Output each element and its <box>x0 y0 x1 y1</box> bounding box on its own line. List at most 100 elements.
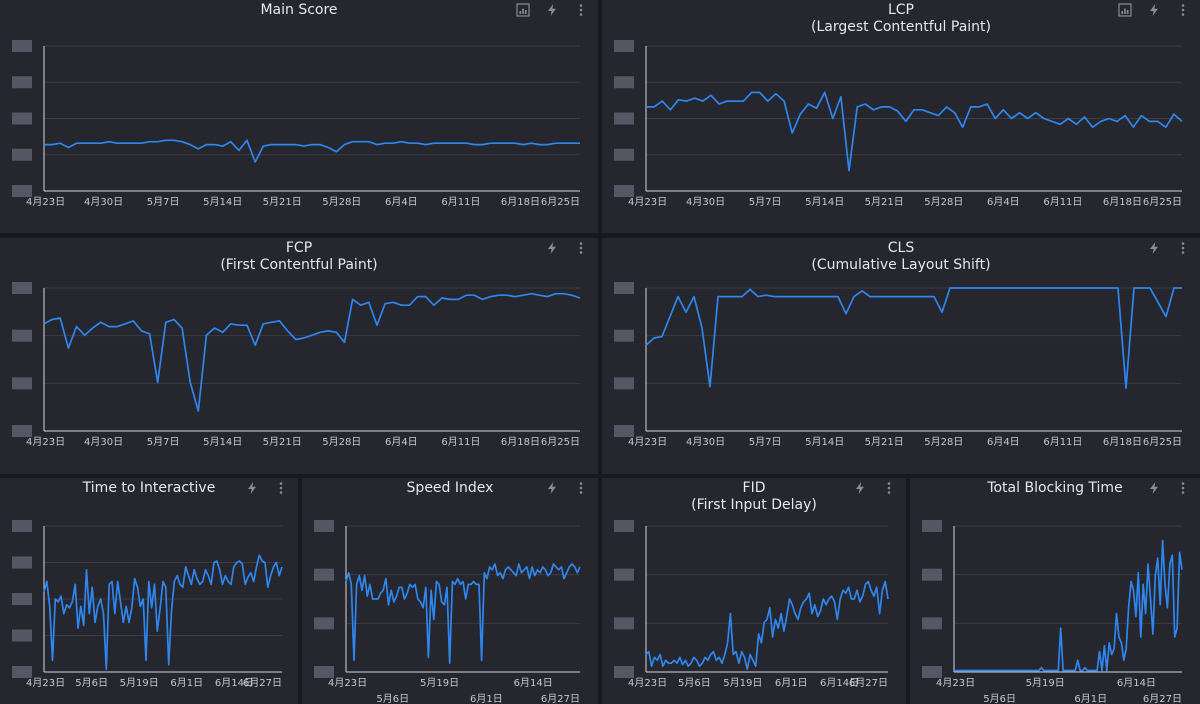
panel-actions <box>853 481 896 495</box>
y-tick-label-obscured <box>614 148 634 161</box>
series-line <box>646 91 1183 172</box>
x-tick-label: 6月14日 <box>514 677 553 689</box>
x-tick-label: 5月19日 <box>1026 677 1065 689</box>
y-tick-label-obscured <box>12 629 32 642</box>
lightning-icon[interactable] <box>545 481 559 495</box>
chart-icon[interactable] <box>1118 3 1132 17</box>
x-tick-label: 4月30日 <box>686 436 725 448</box>
x-tick-label: 5月28日 <box>322 196 361 208</box>
y-tick-label-obscured <box>922 666 942 678</box>
x-tick-label: 4月30日 <box>84 436 123 448</box>
y-tick-label-obscured <box>614 617 634 630</box>
chart-subtitle-text: (Cumulative Layout Shift) <box>811 257 991 273</box>
chart-title: FCP (First Contentful Paint) <box>0 240 598 274</box>
x-tick-label: 5月7日 <box>749 436 782 448</box>
x-tick-label: 4月30日 <box>84 196 123 208</box>
lightning-icon[interactable] <box>853 481 867 495</box>
x-tick-label: 5月14日 <box>203 436 242 448</box>
more-vertical-icon[interactable] <box>574 481 588 495</box>
series-line <box>954 539 1183 672</box>
chart-icon[interactable] <box>516 3 530 17</box>
chart-plot: 4月23日 5月6日 5月19日 6月1日 6月14日 6月27日 <box>922 520 1183 704</box>
y-tick-label-obscured <box>12 377 32 390</box>
y-tick-label-obscured <box>922 617 942 630</box>
x-tick-label: 6月11日 <box>441 436 480 448</box>
chart-panel-speed-index: Speed Index 4月23日 5月6日 5月19日 6月1日 6月14日 6月27日 <box>302 478 598 704</box>
y-tick-label-obscured <box>12 148 32 161</box>
more-vertical-icon[interactable] <box>574 241 588 255</box>
panel-actions <box>1147 481 1190 495</box>
x-tick-label: 6月14日 <box>1117 677 1156 689</box>
lightning-icon[interactable] <box>1147 241 1161 255</box>
x-tick-label: 6月4日 <box>987 436 1020 448</box>
more-vertical-icon[interactable] <box>274 481 288 495</box>
x-tick-label: 6月4日 <box>385 196 418 208</box>
panel-actions <box>245 481 288 495</box>
chart-plot: 4月23日 4月30日 5月7日 5月14日 5月21日 5月28日 6月4日 6月11日 6月… <box>12 282 581 448</box>
chart-title: Time to Interactive <box>0 480 298 497</box>
x-tick-label: 5月21日 <box>865 196 904 208</box>
chart-plot: 4月23日 4月30日 5月7日 5月14日 5月21日 5月28日 6月4日 6月11日 6月… <box>614 282 1182 448</box>
y-tick-label-obscured <box>614 112 634 125</box>
x-tick-label: 6月25日 <box>1143 436 1182 448</box>
x-tick-label: 6月18日 <box>501 196 540 208</box>
x-tick-label: 6月14日 <box>215 677 254 689</box>
chart-plot: 4月23日 4月30日 5月7日 5月14日 5月21日 5月28日 6月4日 6月11日 6月… <box>614 40 1183 208</box>
lightning-icon[interactable] <box>545 241 559 255</box>
more-vertical-icon[interactable] <box>1176 3 1190 17</box>
y-tick-label-obscured <box>614 40 634 52</box>
x-tick-label: 5月19日 <box>420 677 459 689</box>
x-tick-label: 6月18日 <box>501 436 540 448</box>
x-tick-label: 6月14日 <box>820 677 859 689</box>
x-tick-label: 4月23日 <box>936 677 975 689</box>
x-tick-label: 6月27日 <box>541 693 580 704</box>
y-tick-label-obscured <box>12 76 32 89</box>
y-tick-label-obscured <box>12 666 32 678</box>
y-tick-label-obscured <box>614 520 634 532</box>
lightning-icon[interactable] <box>245 481 259 495</box>
chart-title-text: FCP <box>285 240 313 256</box>
more-vertical-icon[interactable] <box>574 3 588 17</box>
series-line <box>345 563 581 665</box>
more-vertical-icon[interactable] <box>1176 481 1190 495</box>
x-tick-label: 4月23日 <box>26 436 65 448</box>
chart-title: LCP (Largest Contentful Paint) <box>602 2 1200 36</box>
y-tick-label-obscured <box>614 568 634 581</box>
x-tick-label: 5月14日 <box>203 196 242 208</box>
x-tick-label: 5月28日 <box>924 196 963 208</box>
y-tick-label-obscured <box>922 520 942 532</box>
lightning-icon[interactable] <box>545 3 559 17</box>
chart-panel-main-score: Main Score 4月23日 4月30日 5月7日 5月14日 5月21日 5月28日 6… <box>0 0 598 233</box>
y-tick-label-obscured <box>614 425 634 437</box>
chart-subtitle-text: (Largest Contentful Paint) <box>810 19 991 35</box>
x-tick-label: 6月11日 <box>1043 436 1082 448</box>
x-tick-label: 5月6日 <box>983 693 1016 704</box>
x-tick-label: 5月7日 <box>147 436 180 448</box>
y-tick-label-obscured <box>12 185 32 197</box>
chart-panel-cls: CLS (Cumulative Layout Shift) 4月23日 4月30日 5月… <box>602 238 1200 474</box>
lightning-icon[interactable] <box>1147 481 1161 495</box>
y-tick-label-obscured <box>12 282 32 294</box>
chart-title-text: LCP <box>887 2 915 18</box>
x-tick-label: 6月27日 <box>1143 693 1182 704</box>
x-tick-label: 4月23日 <box>26 196 65 208</box>
y-tick-label-obscured <box>314 520 334 532</box>
x-tick-label: 5月7日 <box>147 196 180 208</box>
x-tick-label: 4月23日 <box>628 436 667 448</box>
series-line <box>43 292 581 412</box>
chart-title: Main Score <box>0 2 598 19</box>
y-tick-label-obscured <box>614 76 634 89</box>
more-vertical-icon[interactable] <box>882 481 896 495</box>
x-tick-label: 5月21日 <box>263 196 302 208</box>
x-tick-label: 6月18日 <box>1103 196 1142 208</box>
chart-panel-fid: FID (First Input Delay) 4月23日 5月6日 5月19日 6月1日… <box>602 478 906 704</box>
x-tick-label: 6月1日 <box>775 677 808 689</box>
x-tick-label: 5月19日 <box>723 677 762 689</box>
chart-title-text: Time to Interactive <box>82 480 216 496</box>
lightning-icon[interactable] <box>1147 3 1161 17</box>
y-tick-label-obscured <box>12 40 32 52</box>
more-vertical-icon[interactable] <box>1176 241 1190 255</box>
y-tick-label-obscured <box>12 329 32 342</box>
x-tick-label: 6月27日 <box>243 677 282 689</box>
panel-actions <box>516 3 588 17</box>
